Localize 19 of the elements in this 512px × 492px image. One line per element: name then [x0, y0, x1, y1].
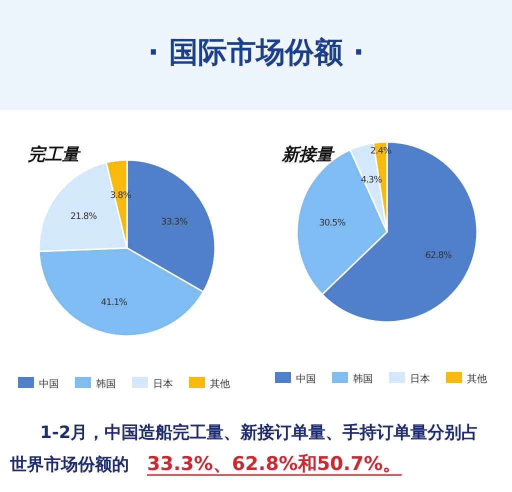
data-label: 21.8% — [70, 212, 98, 222]
text: 33.3%、62.8%和50.7%。 — [147, 453, 402, 475]
legend-label: 韩国 — [96, 378, 116, 390]
data-label: 33.3% — [161, 218, 188, 228]
legend-label: 其他 — [467, 373, 487, 385]
legend-label: 日本 — [153, 378, 173, 390]
text: 1-2月，中国造船完工量、新接订单量、手持订单量分别占 — [40, 423, 479, 443]
legend-label: 中国 — [39, 378, 59, 390]
data-label: 62.8% — [425, 250, 452, 261]
legend-label: 韩国 — [353, 373, 373, 385]
legend-label: 中国 — [296, 373, 316, 385]
data-label: 41.1% — [100, 298, 128, 308]
text: · 国际市场份额 · — [148, 35, 364, 69]
chart-title: 新接量 — [281, 145, 335, 165]
text: 世界市场份额的 — [9, 455, 129, 475]
legend-label: 其他 — [210, 378, 230, 390]
data-label: 30.5% — [319, 218, 346, 228]
legend-label: 日本 — [410, 373, 430, 385]
chart-title: 完工量 — [28, 145, 81, 165]
